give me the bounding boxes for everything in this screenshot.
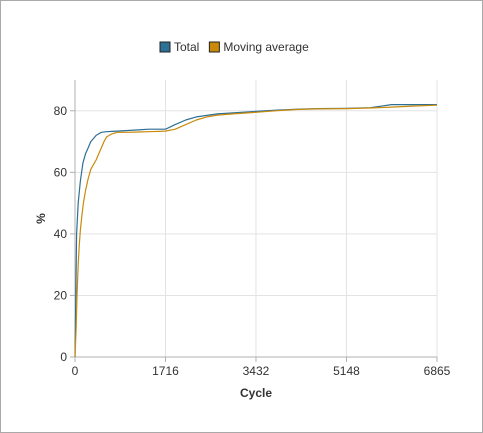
legend[interactable]: Total Moving average bbox=[159, 40, 309, 54]
y-tick-labels: 0 20 40 60 80 bbox=[54, 104, 68, 364]
series-layer bbox=[74, 103, 438, 358]
legend-item-moving-average[interactable]: Moving average bbox=[208, 40, 309, 54]
gridlines bbox=[74, 80, 438, 358]
y-tick-label: 40 bbox=[54, 227, 68, 241]
y-tick-label: 80 bbox=[54, 104, 68, 118]
y-tick-label: 60 bbox=[54, 165, 68, 179]
y-axis-title: % bbox=[34, 213, 48, 224]
series-line-moving-average bbox=[74, 104, 438, 358]
y-tick-label: 20 bbox=[54, 288, 68, 302]
legend-swatch bbox=[159, 41, 171, 53]
axes bbox=[70, 80, 438, 362]
x-tick-labels: 0 1716 3432 5148 6865 bbox=[72, 364, 451, 378]
x-tick-label: 1716 bbox=[152, 364, 179, 378]
x-tick-label: 6865 bbox=[424, 364, 451, 378]
legend-label: Total bbox=[174, 40, 199, 54]
legend-label: Moving average bbox=[223, 40, 309, 54]
x-tick-label: 3432 bbox=[243, 364, 270, 378]
x-tick-label: 5148 bbox=[333, 364, 360, 378]
legend-swatch bbox=[208, 41, 220, 53]
x-tick-label: 0 bbox=[72, 364, 79, 378]
y-tick-label: 0 bbox=[60, 350, 67, 364]
legend-item-total[interactable]: Total bbox=[159, 40, 199, 54]
x-axis-title: Cycle bbox=[240, 386, 272, 400]
